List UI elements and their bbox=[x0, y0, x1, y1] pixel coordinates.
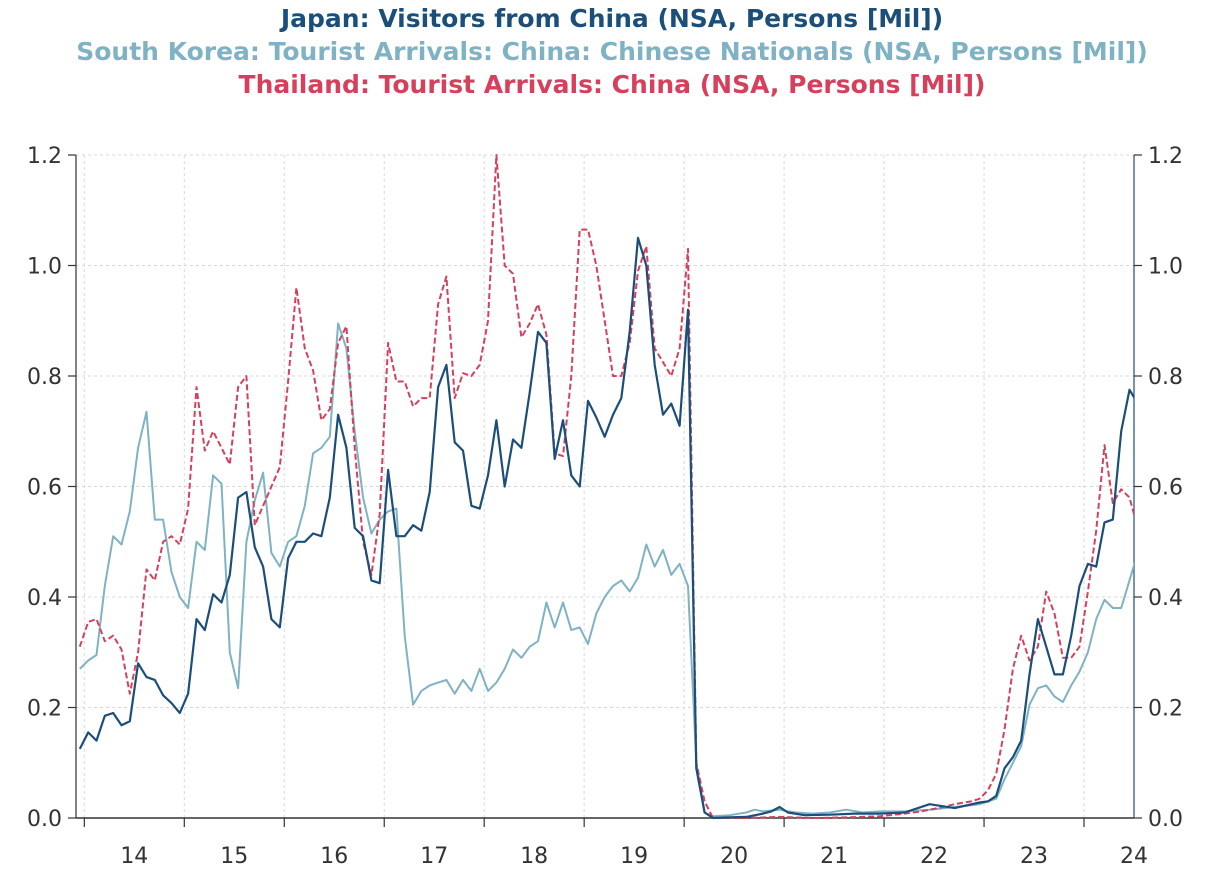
x-tick-label: 18 bbox=[520, 844, 548, 869]
x-tick-label: 19 bbox=[620, 844, 648, 869]
y-tick-label-right: 0.8 bbox=[1148, 365, 1183, 390]
x-tick-label: 14 bbox=[120, 844, 148, 869]
y-tick-label-left: 0.6 bbox=[27, 476, 62, 501]
y-tick-label-left: 0.2 bbox=[27, 697, 62, 722]
x-tick-label: 15 bbox=[220, 844, 248, 869]
y-tick-label-right: 1.0 bbox=[1148, 255, 1183, 280]
y-tick-label-left: 0.0 bbox=[27, 807, 62, 832]
series-line-japan bbox=[78, 236, 1134, 820]
y-tick-label-right: 1.2 bbox=[1148, 144, 1183, 169]
y-tick-label-left: 0.8 bbox=[27, 365, 62, 390]
title-korea: South Korea: Tourist Arrivals: China: Ch… bbox=[76, 37, 1148, 66]
x-tick-label: 20 bbox=[720, 844, 748, 869]
y-tick-label-right: 0.0 bbox=[1148, 807, 1183, 832]
x-tick-label: 22 bbox=[920, 844, 948, 869]
x-tick-label: 16 bbox=[320, 844, 348, 869]
x-tick-label: 23 bbox=[1020, 844, 1048, 869]
y-tick-label-right: 0.6 bbox=[1148, 476, 1183, 501]
series-line-korea bbox=[79, 322, 1134, 818]
title-japan: Japan: Visitors from China (NSA, Persons… bbox=[280, 4, 944, 33]
y-tick-label-right: 0.4 bbox=[1148, 586, 1183, 611]
title-thailand: Thailand: Tourist Arrivals: China (NSA, … bbox=[238, 70, 986, 99]
y-tick-label-left: 1.2 bbox=[27, 144, 62, 169]
x-tick-label: 17 bbox=[420, 844, 448, 869]
chart-title-block: Japan: Visitors from China (NSA, Persons… bbox=[0, 2, 1224, 101]
y-tick-label-left: 0.4 bbox=[27, 586, 62, 611]
y-tick-label-right: 0.2 bbox=[1148, 697, 1183, 722]
x-tick-label: 21 bbox=[820, 844, 848, 869]
x-tick-label: 24 bbox=[1120, 844, 1148, 869]
y-tick-label-left: 1.0 bbox=[27, 255, 62, 280]
